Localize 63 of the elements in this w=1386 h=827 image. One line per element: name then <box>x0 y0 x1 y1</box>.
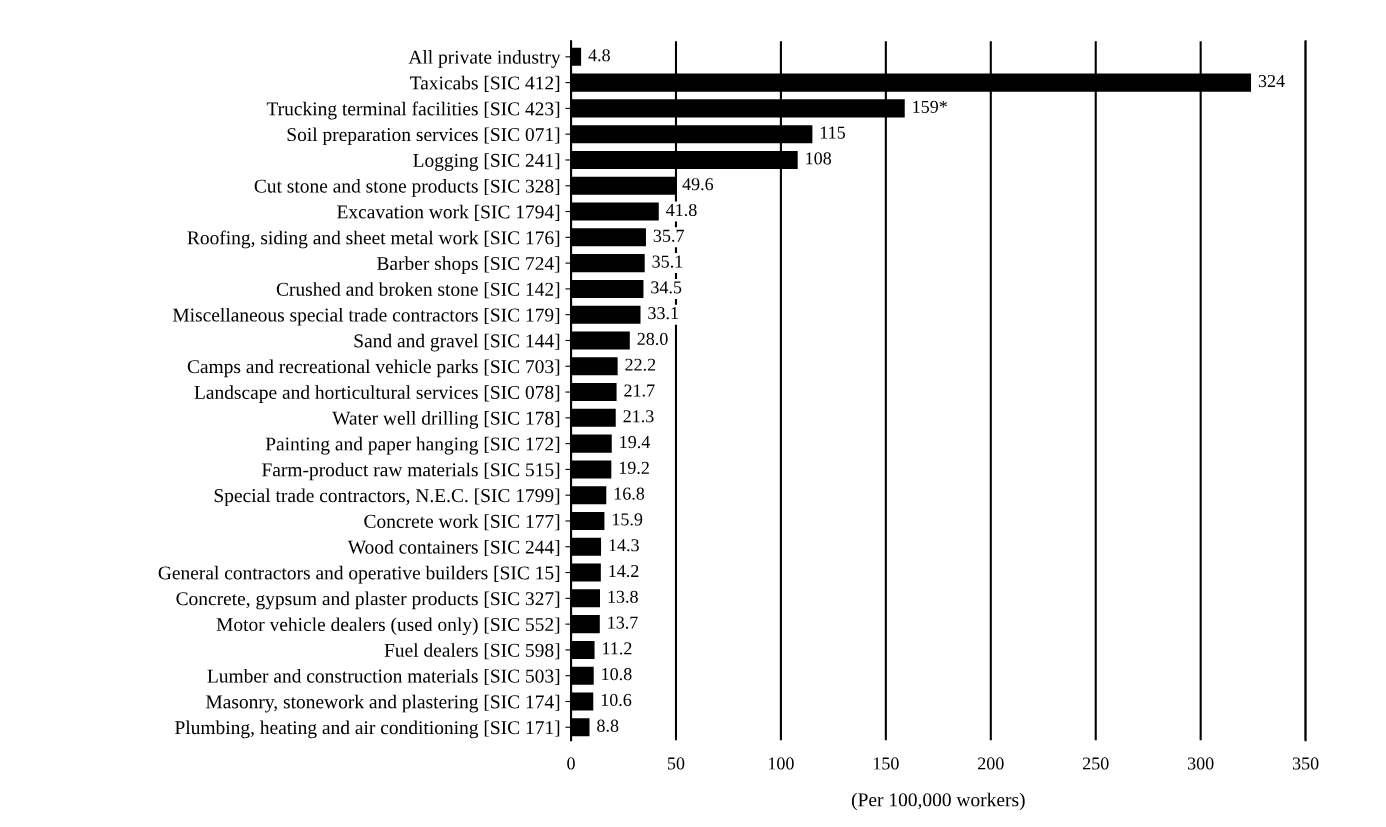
data-label: 33.1 <box>648 307 678 320</box>
y-tick-label: Plumbing, heating and air conditioning [SIC 171] <box>175 720 560 739</box>
x-tick-label: 250 <box>1082 757 1109 770</box>
y-tick-label: Trucking terminal facilities [SIC 423] <box>266 101 560 120</box>
y-tick-label: Landscape and horticultural services [SIC 078] <box>194 385 560 403</box>
x-tick-label: 100 <box>768 757 794 770</box>
y-tick-label: Concrete work [SIC 177] <box>364 514 560 531</box>
y-tick-label: Wood containers [SIC 244] <box>347 540 560 557</box>
y-tick-label: Concrete, gypsum and plaster products [SIC 327] <box>176 591 560 610</box>
data-label: 324 <box>1258 74 1285 88</box>
data-label: 10.6 <box>601 693 632 707</box>
data-label: 11.2 <box>603 642 632 655</box>
y-tick-label: Miscellaneous special trade contractors [SIC 179] <box>172 307 560 326</box>
y-tick-label: Logging [SIC 241] <box>413 153 560 171</box>
data-label: 41.8 <box>666 203 697 217</box>
x-tick-label: 350 <box>1292 757 1319 770</box>
data-label: 49.6 <box>682 178 714 191</box>
data-label: 34.5 <box>651 281 682 294</box>
data-label: 10.8 <box>602 668 632 681</box>
data-label: 115 <box>820 126 846 139</box>
data-label: 35.7 <box>653 229 684 242</box>
y-tick-label: General contractors and operative builders [SIC 15] <box>158 565 560 584</box>
y-tick-label: Painting and paper hanging [SIC 172] <box>265 436 560 455</box>
data-label: 21.3 <box>623 410 654 423</box>
data-label: 13.8 <box>608 590 638 603</box>
y-tick-label: Camps and recreational vehicle parks [SIC 703] <box>187 359 560 378</box>
data-label: 8.8 <box>597 719 619 732</box>
y-tick-label: Motor vehicle dealers (used only) [SIC 552] <box>216 617 560 636</box>
y-tick-label: Taxicabs [SIC 412] <box>410 75 560 92</box>
y-tick-label: All private industry <box>408 50 561 68</box>
data-label: 159* <box>913 100 947 113</box>
data-label: 28.0 <box>637 332 668 346</box>
data-label: 19.4 <box>620 436 651 449</box>
data-label: 13.7 <box>608 616 638 629</box>
data-label: 4.8 <box>588 49 610 62</box>
data-label: 14.3 <box>609 539 639 552</box>
y-tick-label: Sand and gravel [SIC 144] <box>354 333 560 352</box>
data-label: 35.1 <box>652 255 683 268</box>
data-label: 21.7 <box>624 384 655 397</box>
y-tick-label: Crushed and broken stone [SIC 142] <box>276 282 560 299</box>
y-tick-label: Roofing, siding and sheet metal work [SIC 176] <box>187 230 560 249</box>
data-label: 16.8 <box>614 487 645 500</box>
data-label: 19.2 <box>619 461 649 474</box>
x-tick-label: 300 <box>1187 757 1214 770</box>
data-label: 108 <box>806 152 832 165</box>
x-tick-label: 50 <box>667 757 685 770</box>
y-tick-label: Masonry, stonework and plastering [SIC 174] <box>206 694 560 713</box>
x-axis-title: (Per 100,000 workers) <box>851 792 1025 811</box>
y-tick-label: Farm-product raw materials [SIC 515] <box>262 462 560 481</box>
data-label: 14.2 <box>609 564 639 578</box>
y-tick-label: Fuel dealers [SIC 598] <box>384 643 560 660</box>
data-label: 22.2 <box>625 358 656 371</box>
y-tick-label: Cut stone and stone products [SIC 328] <box>254 179 560 197</box>
y-tick-label: Soil preparation services [SIC 071] <box>287 127 560 146</box>
x-tick-label: 150 <box>873 757 899 770</box>
y-tick-label: Water well drilling [SIC 178] <box>332 411 560 429</box>
y-tick-label: Special trade contractors, N.E.C. [SIC 1799] <box>214 488 560 507</box>
y-tick-label: Barber shops [SIC 724] <box>377 256 560 274</box>
x-tick-label: 0 <box>567 757 575 770</box>
x-tick-label: 200 <box>978 757 1004 770</box>
y-tick-label: Excavation work [SIC 1794] <box>337 204 560 221</box>
data-label: 15.9 <box>612 513 643 526</box>
y-tick-label: Lumber and construction materials [SIC 503] <box>207 668 560 686</box>
